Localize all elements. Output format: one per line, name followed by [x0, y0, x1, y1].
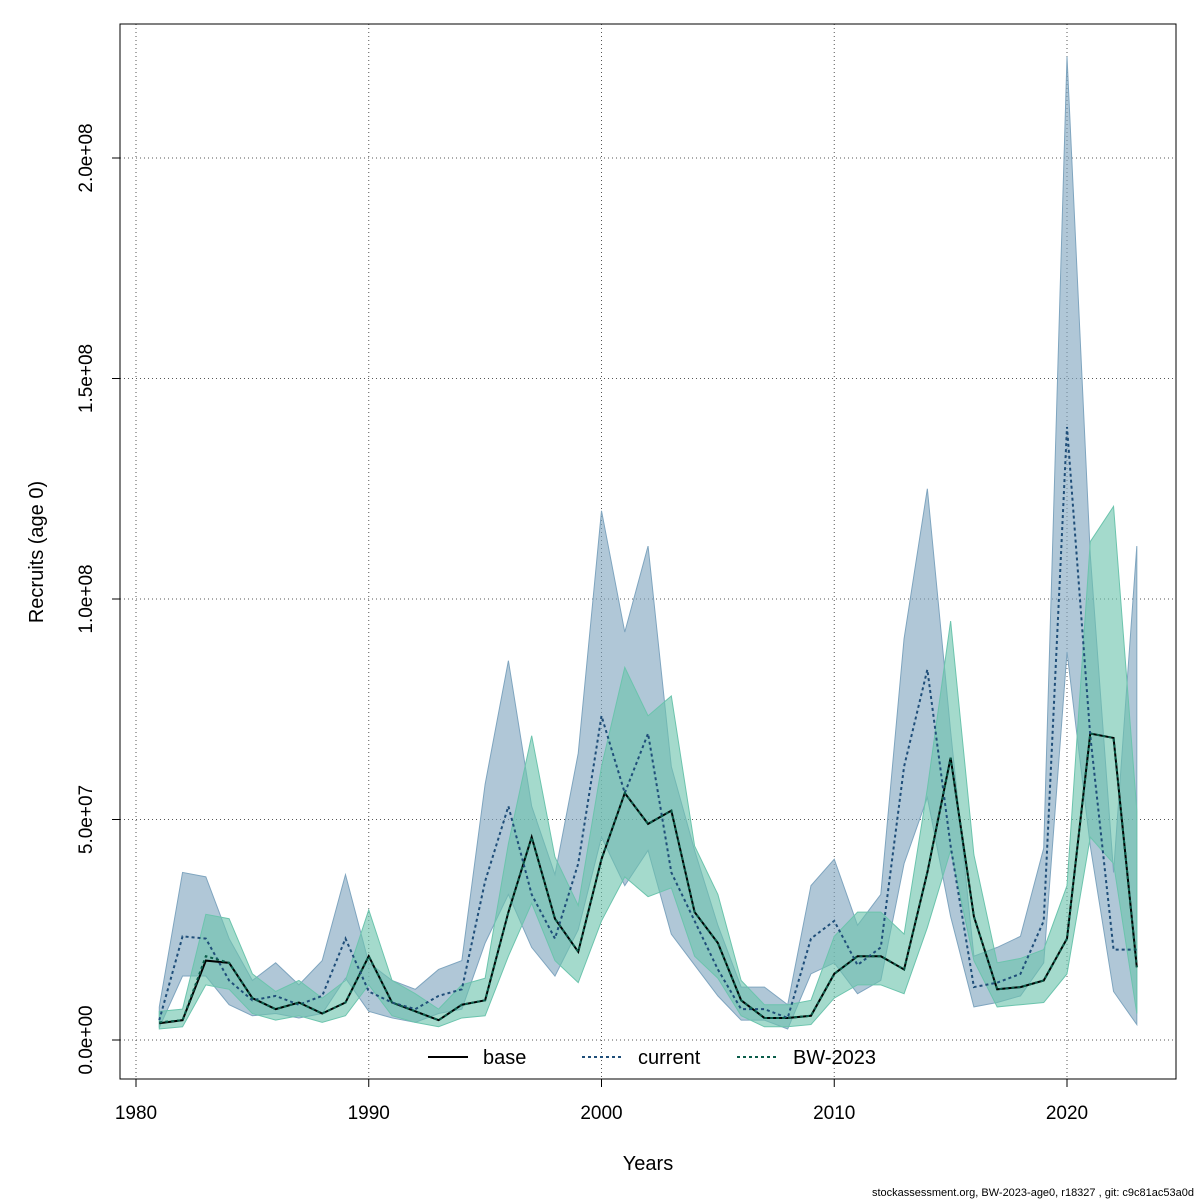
- x-axis-title: Years: [623, 1153, 673, 1175]
- series-line-base: [159, 732, 1138, 1025]
- y-tick-label: 1.5e+08: [76, 344, 97, 413]
- series-line-current: [158, 426, 1137, 1021]
- y-axis-title: Recruits (age 0): [26, 481, 48, 623]
- y-tick-label: 5.0e+07: [76, 785, 97, 854]
- legend-label-base: base: [483, 1047, 526, 1069]
- x-tick-label: 1990: [348, 1103, 390, 1124]
- legend-label-current: current: [638, 1047, 701, 1069]
- x-tick-label: 2010: [813, 1103, 855, 1124]
- legend-label-BW-2023: BW-2023: [793, 1047, 876, 1069]
- footer-text: stockassessment.org, BW-2023-age0, r1832…: [872, 1187, 1194, 1199]
- series-lines: [158, 426, 1138, 1025]
- x-axis: 1980 1990 2000 2010 2020: [115, 1078, 1088, 1124]
- y-axis: 0.0e+00 5.0e+07 1.0e+08 1.5e+08 2.0e+08: [76, 123, 121, 1075]
- y-tick-label: 2.0e+08: [76, 123, 97, 192]
- x-tick-label: 1980: [115, 1103, 157, 1124]
- legend: base current BW-2023: [428, 1047, 876, 1069]
- y-tick-label: 0.0e+00: [76, 1005, 97, 1074]
- x-tick-label: 2000: [580, 1103, 622, 1124]
- confidence-bands: [158, 56, 1138, 1030]
- x-tick-label: 2020: [1046, 1103, 1088, 1124]
- y-tick-label: 1.0e+08: [76, 564, 97, 633]
- confidence-band-BW-2023: [158, 504, 1138, 1030]
